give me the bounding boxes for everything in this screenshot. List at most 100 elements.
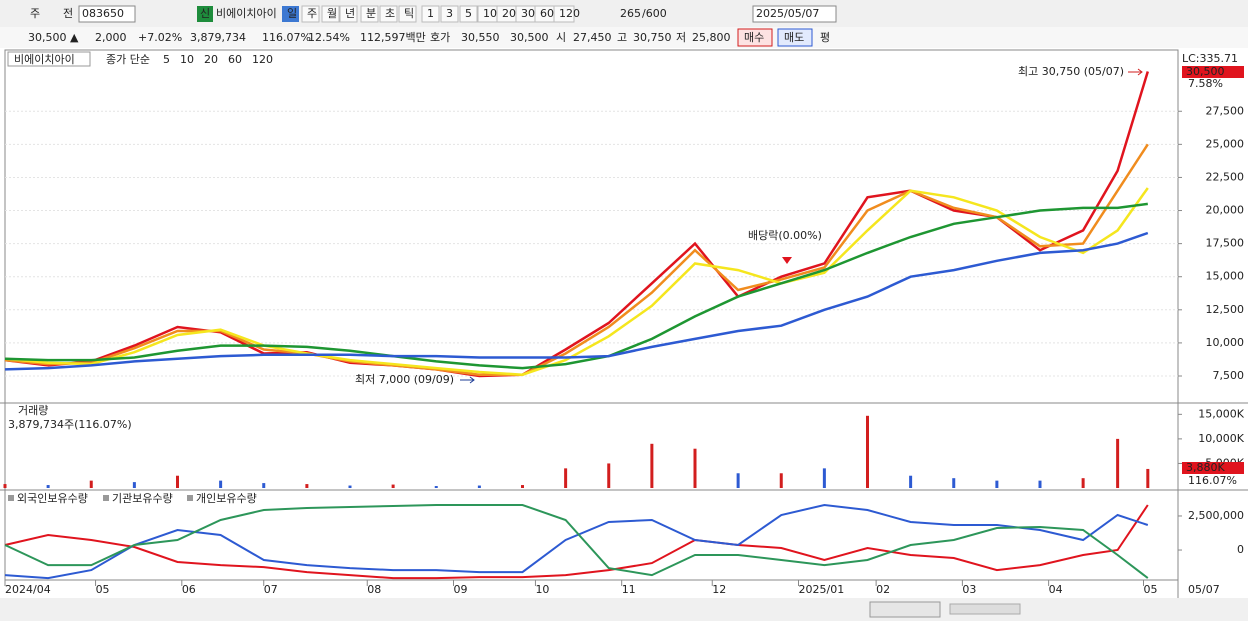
volume-bar [521, 485, 524, 488]
x-tick-label: 12 [712, 583, 726, 596]
legend-entry: 5 [163, 53, 170, 66]
period-button[interactable] [440, 5, 459, 23]
scroll-buttons[interactable] [869, 601, 941, 618]
series-line [4, 71, 1149, 378]
toolbar-item[interactable]: 1 [427, 7, 434, 20]
volume-bar [132, 482, 136, 488]
toolbar-item[interactable]: 신 [200, 7, 210, 20]
toolbar-item[interactable]: 60 [540, 7, 554, 20]
y-tick-label: 0 [1237, 543, 1244, 556]
panel-title: 거래량 [18, 404, 48, 417]
toolbar-item[interactable]: /600 [642, 7, 667, 20]
annotation: 최고 30,750 (05/07) [1018, 65, 1124, 78]
pct-label: 7.58% [1188, 77, 1223, 90]
info-item[interactable]: 매도 [784, 31, 804, 44]
toolbar-item[interactable]: 083650 [82, 7, 124, 20]
scroll-slider[interactable] [949, 603, 1021, 615]
toolbar-item[interactable]: 초 [385, 7, 395, 20]
x-tick-label: 11 [622, 583, 636, 596]
toolbar-item[interactable]: 2025/05/07 [756, 7, 819, 20]
toolbar-item[interactable]: 20 [502, 7, 516, 20]
y-tick-label: 12,500 [1206, 303, 1245, 316]
toolbar-item[interactable]: 120 [559, 7, 580, 20]
x-tick-label: 05 [1144, 583, 1158, 596]
info-item: 2,000 [95, 31, 127, 44]
period-button[interactable] [553, 5, 575, 23]
legend-entry: 기관보유수량 [112, 492, 173, 505]
volume-bar [909, 475, 913, 488]
volume-bar [866, 415, 869, 488]
toolbar-item[interactable]: 주 [30, 7, 40, 20]
period-button[interactable] [398, 5, 417, 23]
volume-bar [1081, 478, 1085, 488]
volume-bar [736, 473, 740, 488]
series-line [4, 503, 1149, 580]
period-selected[interactable] [282, 6, 299, 22]
toolbar-item[interactable]: 전 [63, 7, 73, 20]
toolbar-item[interactable]: 비에이치아이 [216, 7, 277, 20]
annotation: 최저 7,000 (09/09) [355, 373, 454, 386]
x-tick-label: 10 [535, 583, 549, 596]
volume-bar [995, 480, 999, 488]
toolbar-item[interactable]: 5 [465, 7, 472, 20]
code-input[interactable] [78, 5, 136, 23]
info-item[interactable]: 평 [820, 31, 830, 44]
sell-button[interactable] [777, 28, 813, 47]
legend-swatch [8, 495, 14, 501]
toolbar-item[interactable]: 10 [483, 7, 497, 20]
toolbar-item[interactable]: 30 [521, 7, 535, 20]
volume-bar [1038, 480, 1042, 488]
toolbar-item[interactable]: 월 [327, 7, 337, 20]
toolbar-item[interactable]: 일 [287, 6, 297, 20]
y-tick-label: 22,500 [1206, 170, 1245, 183]
series-line [4, 231, 1149, 371]
y-tick-label: 17,500 [1206, 237, 1245, 250]
info-item: 30,550 [461, 31, 500, 44]
x-tick-label: 05 [96, 583, 110, 596]
period-button[interactable] [360, 5, 379, 23]
period-button[interactable] [379, 5, 398, 23]
annotation-arrow [460, 376, 475, 384]
info-item: 116.07% [262, 31, 311, 44]
period-button[interactable] [339, 5, 358, 23]
y-tick-label: 15,000 [1206, 270, 1245, 283]
period-button[interactable] [321, 5, 340, 23]
volume-bar [952, 478, 956, 488]
y-tick-label: 27,500 [1206, 104, 1245, 117]
info-item: 27,450 [573, 31, 612, 44]
volume-bar [607, 463, 611, 488]
toolbar-item[interactable]: 주 [307, 7, 317, 20]
volume-bar [262, 483, 266, 488]
toolbar-item[interactable]: 분 [366, 7, 376, 20]
y-tick-label: 15,000K [1198, 407, 1244, 420]
lc-label: LC:335.71 [1182, 52, 1238, 65]
chart-title: 비에이치아이 [14, 53, 75, 66]
series-line [4, 143, 1149, 376]
period-button[interactable] [421, 5, 440, 23]
info-item: 시 [556, 31, 566, 44]
panel-subtitle: 3,879,734주(116.07%) [8, 418, 132, 431]
x-tick-label: 2024/04 [5, 583, 51, 596]
annotation: 배당락(0.00%) [748, 229, 822, 242]
legend-swatch [187, 495, 193, 501]
legend-swatch [103, 495, 109, 501]
toolbar-item[interactable]: 3 [446, 7, 453, 20]
volume-bar [3, 484, 7, 488]
volume-bar [1146, 468, 1150, 488]
toolbar-item[interactable]: 년 [345, 7, 355, 20]
toolbar-item[interactable]: 265 [620, 7, 641, 20]
volume-bar [650, 443, 654, 488]
period-button[interactable] [301, 5, 320, 23]
buy-button[interactable] [737, 28, 773, 47]
last-volume-box [1182, 462, 1244, 474]
period-button[interactable] [459, 5, 478, 23]
last-volume-label: 3,880K [1186, 461, 1225, 474]
toolbar-item[interactable]: 틱 [404, 7, 414, 20]
info-item: 25,800 [692, 31, 731, 44]
info-item[interactable]: 매수 [744, 31, 764, 44]
date-input[interactable] [752, 5, 837, 23]
info-item: +7.02% [138, 31, 182, 44]
y-tick-label: 20,000 [1206, 204, 1245, 217]
volume-bar [46, 485, 50, 488]
